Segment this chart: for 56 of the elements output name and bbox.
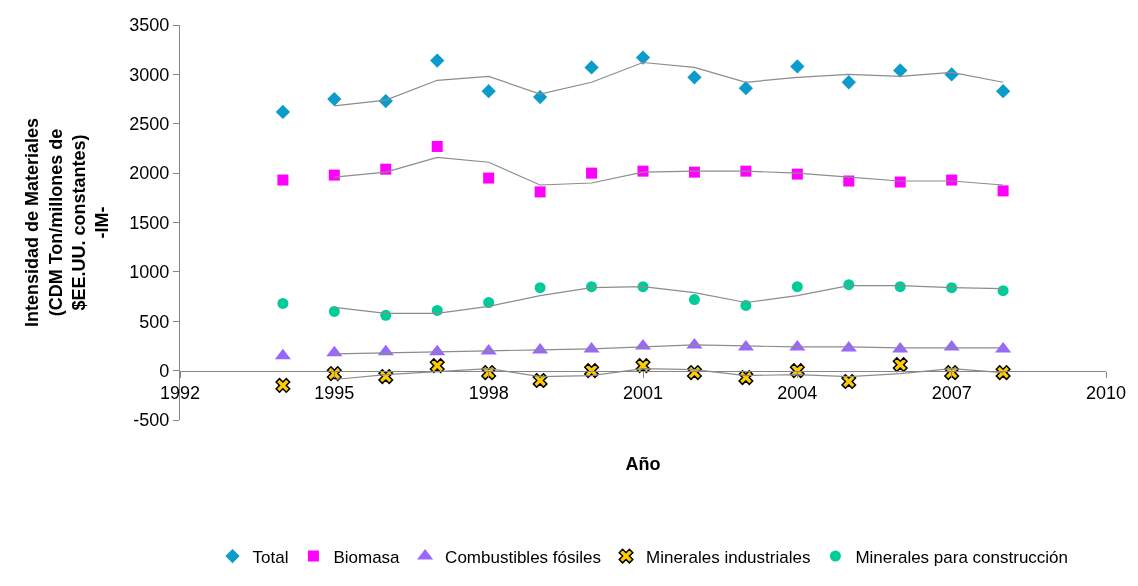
point: [327, 91, 342, 107]
point: [841, 75, 856, 90]
y-tick-label: 3000: [129, 64, 170, 85]
x-tick-label: 1995: [314, 383, 355, 404]
x-tick-label: 1992: [159, 383, 201, 404]
point: [688, 166, 700, 178]
legend-label: Total: [252, 547, 289, 567]
point: [328, 305, 340, 317]
x-tick-label: 2010: [1085, 383, 1127, 404]
y-tick-label: 2000: [129, 163, 170, 184]
x-tick-label: 1998: [468, 383, 509, 404]
point: [997, 285, 1009, 297]
point: [534, 186, 546, 198]
point: [275, 377, 291, 393]
point: [431, 140, 443, 152]
point: [534, 282, 546, 294]
point: [687, 70, 702, 85]
x-tick-label: 2001: [622, 383, 664, 404]
point: [481, 84, 496, 99]
point: [483, 172, 495, 184]
legend-label: Minerales para construcción: [855, 547, 1069, 567]
point: [532, 372, 548, 389]
point: [532, 89, 548, 105]
y-tick-label: 0: [159, 360, 170, 381]
y-tick-label: 1000: [129, 262, 170, 283]
point: [274, 348, 291, 360]
y-tick-label: -500: [133, 410, 170, 431]
x-axis-title: Año: [625, 454, 661, 475]
point: [892, 357, 908, 373]
point: [277, 297, 289, 309]
point: [740, 165, 752, 177]
point: [430, 53, 445, 68]
y-tick-label: 2500: [129, 114, 170, 135]
point: [893, 63, 908, 78]
x-tick-label: 2007: [931, 383, 972, 404]
point: [841, 373, 857, 390]
point: [275, 104, 291, 120]
point: [738, 81, 754, 96]
legend-label: Combustibles fósiles: [445, 547, 602, 567]
legend-label: Biomasa: [333, 547, 401, 567]
x-tick-label: 2004: [777, 383, 818, 404]
point: [584, 60, 599, 75]
point: [277, 174, 289, 186]
point: [688, 294, 700, 306]
point: [586, 167, 598, 179]
point: [328, 169, 340, 181]
point: [997, 185, 1009, 197]
y-axis-title: Intensidad de Materiales (CDM Ton/millones de $EE.UU. constantes) -IM-: [22, 117, 113, 328]
point: [635, 50, 651, 65]
point: [995, 84, 1011, 99]
y-tick-label: 3500: [129, 15, 170, 36]
y-tick-label: 1500: [129, 212, 170, 233]
legend-label: Minerales industriales: [646, 547, 811, 567]
point: [791, 281, 803, 293]
y-tick-label: 500: [139, 311, 170, 332]
point: [790, 59, 805, 74]
